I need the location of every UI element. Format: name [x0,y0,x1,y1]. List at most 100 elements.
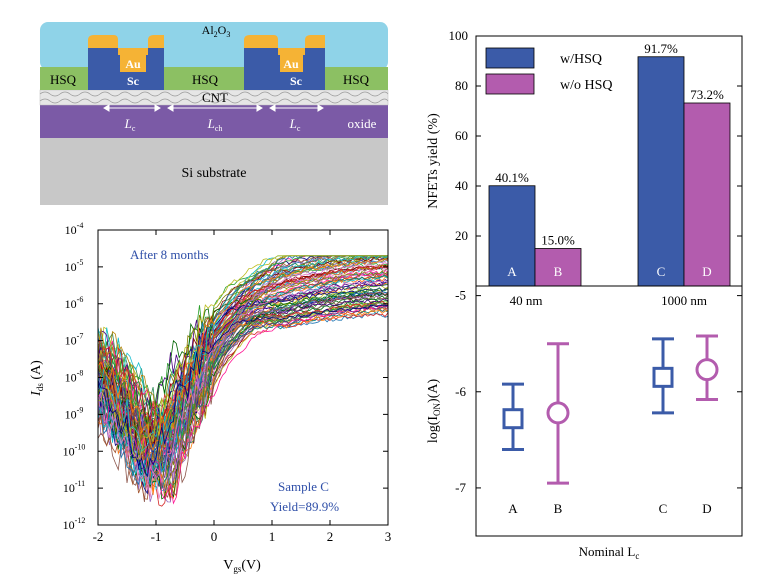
ids-y-tick-label: 10-10 [63,442,86,458]
ids-x-axis: -2 -1 0 1 2 3 [93,230,392,544]
hsq-block-middle [164,67,244,90]
ids-curve [98,259,388,492]
ids-ylabel: Ids (A) [29,360,45,397]
bar-y-tick-label: 100 [449,28,469,43]
au-label-right: Au [283,57,299,71]
ids-vgs-chart: -2 -1 0 1 2 3 10-4 10-5 10-6 10-7 10-8 10-9 10-10 10… [29,221,391,574]
ion-y-tick-label: -5 [455,288,466,303]
ids-x-tick-label: -1 [151,529,162,544]
au-contact-right-inner [280,55,303,72]
ids-curve [98,258,388,452]
ids-y-tick-label: 10-4 [65,221,84,237]
ion-marks: A B C D [502,334,719,516]
ion-point-c-marker [652,366,674,388]
bar-letter: A [507,264,517,279]
bar-category-label-1: 1000 nm [661,293,707,308]
device-schematic: Al2O3 Au Au Sc Sc HSQ HSQ HSQ CNT Lc Lch… [39,22,389,205]
ids-y-tick-label: 10-8 [65,369,84,385]
bar-y-axis: 20 40 60 80 100 [449,28,742,243]
ids-curve [98,287,388,470]
al2o3-label: Al2O3 [202,23,231,39]
si-substrate [40,138,388,205]
bar-y-tick-label: 60 [455,128,468,143]
ids-yield-label: Yield=89.9% [270,499,339,514]
substrate-label: Si substrate [182,166,247,181]
sc-label-right: Sc [290,74,303,88]
oxide-layer [40,105,388,138]
bar-y-tick-label: 40 [455,178,468,193]
ids-y-tick-label: 10-12 [63,516,86,532]
ion-point-a-label: A [508,501,518,516]
oxide-label: oxide [348,116,377,131]
lch-label: Lch [207,116,223,133]
bar-letter: D [702,264,711,279]
ids-y-tick-label: 10-9 [65,405,84,421]
ids-y-tick-label: 10-5 [65,258,84,274]
bar-y-tick-label: 80 [455,78,468,93]
legend-label: w/o HSQ [560,78,613,93]
ids-curves [98,255,388,507]
ids-y-tick-label: 10-6 [65,295,84,311]
ids-x-tick-label: 1 [269,529,276,544]
bar-letter: C [657,264,666,279]
length-arrows [103,104,324,112]
bar-wohsq-1 [683,102,731,287]
ion-plot-frame [475,285,743,537]
bar-whsq-1 [637,56,685,287]
ids-y-tick-label: 10-7 [65,332,84,348]
ids-curve [98,265,388,434]
bar-letter: B [554,264,563,279]
ion-y-axis: -5 -6 -7 [455,288,742,495]
legend-swatch [485,47,535,69]
ion-y-tick-label: -6 [455,384,466,399]
cnt-label: CNT [202,90,228,105]
legend-swatch [485,73,535,95]
ids-curve [98,264,388,436]
ion-errorbar-chart: -5 -6 -7 A B C D Nominal Lc log(ION)(A) [426,285,743,561]
bar-value-label: 91.7% [644,41,678,56]
lc-label-left: Lc [124,116,136,133]
ids-curve [98,255,388,453]
ids-y-axis: 10-4 10-5 10-6 10-7 10-8 10-9 10-10 10-11 10-12 [63,221,388,532]
ion-point-c-label: C [659,501,668,516]
ids-x-tick-label: -2 [93,529,104,544]
ion-point-d-marker [695,358,719,382]
au-label-left: Au [125,57,141,71]
hsq-label-middle: HSQ [192,72,219,87]
ion-ylabel: log(ION)(A) [426,379,442,444]
bar-legend: w/HSQ w/o HSQ [485,47,613,95]
hsq-block-left [40,67,88,90]
ids-curve [98,304,388,478]
sc-label-left: Sc [127,74,140,88]
hsq-label-right: HSQ [343,72,370,87]
ion-y-tick-label: -7 [455,480,466,495]
ion-point-b-marker [546,401,570,425]
hsq-block-right [325,67,388,90]
ion-point-a-marker [502,408,524,430]
bar-value-label: 40.1% [495,170,529,185]
lc-label-right: Lc [289,116,301,133]
yield-bar-chart: 20 40 60 80 100 40.1% A 91.7% C 15.0% B 73.2% D w/H… [426,28,743,308]
ids-curve [98,257,388,449]
ids-x-tick-label: 0 [211,529,218,544]
ids-xlabel: Vgs(V) [223,558,261,574]
ids-curve [98,305,388,505]
bar-whsq-0 [488,185,536,287]
ion-xlabel: Nominal Lc [579,544,640,561]
bar-ylabel: NFETs yield (%) [426,113,441,209]
ids-sample-label: Sample C [278,479,329,494]
bar-wohsq-0 [534,248,582,287]
ion-point-b-label: B [554,501,563,516]
bar-y-tick-label: 20 [455,228,468,243]
ids-annotation: After 8 months [130,247,209,262]
ids-curve [98,264,388,443]
cnt-texture [39,91,389,104]
ids-curve [98,255,388,462]
ids-x-tick-label: 3 [385,529,392,544]
bar-marks: 40.1% A 91.7% C 15.0% B 73.2% D [488,41,731,287]
ids-curve [98,279,388,491]
bar-category-label-0: 40 nm [510,293,543,308]
ids-x-tick-label: 2 [327,529,334,544]
bar-value-label: 73.2% [690,87,724,102]
